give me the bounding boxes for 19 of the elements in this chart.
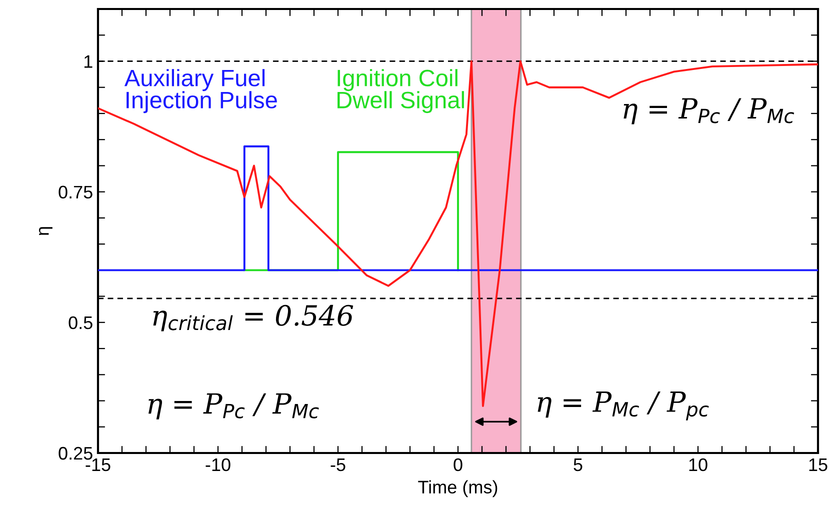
y-tick-label: 0.75 <box>58 186 92 199</box>
y-axis-title: η <box>38 227 52 236</box>
annotation: η = P$_{Pc}$ / P$_{Mc}$ <box>148 393 319 420</box>
y-tick-label: 1 <box>84 55 92 68</box>
band-label: η = P$_{Mc}$ / P$_{pc}$ <box>538 392 709 420</box>
x-tick-label: 5 <box>574 458 582 472</box>
x-tick-label: -10 <box>206 458 230 472</box>
x-axis-title: Time (ms) <box>418 480 498 498</box>
x-tick-label: 15 <box>809 458 828 472</box>
y-tick-label: 0.25 <box>58 446 92 460</box>
x-tick-label: 10 <box>689 458 708 472</box>
annotation: η = P$_{Pc}$ / P$_{Mc}$ <box>624 98 794 124</box>
y-tick-label: 0.5 <box>68 316 92 330</box>
ref-line-label: η$_{critical}$ = 0.546 <box>153 304 354 332</box>
series-label: Ignition Coil Dwell Signal <box>338 69 464 114</box>
series-label: Auxiliary Fuel Injection Pulse <box>124 69 277 114</box>
x-tick-label: 0 <box>454 458 462 472</box>
x-tick-label: -15 <box>86 458 110 472</box>
x-tick-label: -5 <box>330 458 346 472</box>
